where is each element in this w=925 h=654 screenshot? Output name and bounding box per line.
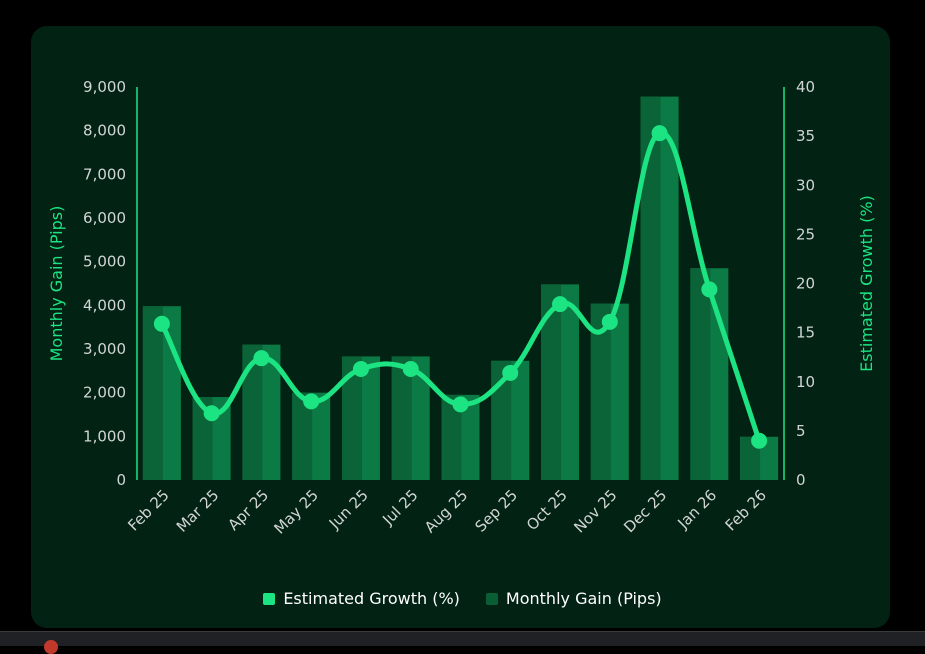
legend-label-growth: Estimated Growth (%) — [283, 589, 460, 608]
growth-point-5 — [402, 360, 419, 377]
bar-shade-6 — [441, 394, 462, 480]
y-right-tick-label: 20 — [796, 275, 815, 293]
growth-point-1 — [203, 405, 220, 422]
y-left-tick-label: 7,000 — [83, 165, 126, 183]
bar-shade-9 — [590, 303, 611, 480]
y-right-tick-label: 35 — [796, 127, 815, 145]
y-right-tick-label: 30 — [796, 176, 815, 194]
y-left-axis-title: Monthly Gain (Pips) — [47, 206, 66, 362]
bar-shade-11 — [690, 268, 711, 480]
x-tick-label: Feb 25 — [124, 486, 172, 534]
bar-shade-8 — [541, 284, 562, 480]
y-left-tick-label: 0 — [116, 471, 126, 489]
x-tick-label: Aug 25 — [421, 486, 471, 536]
y-left-tick-label: 9,000 — [83, 78, 126, 96]
x-tick-label: Jun 25 — [325, 486, 372, 533]
y-left-tick-label: 8,000 — [83, 122, 126, 140]
y-right-tick-label: 5 — [796, 422, 806, 440]
bar-shade-10 — [640, 96, 661, 481]
growth-point-3 — [303, 393, 320, 410]
legend-item-gain[interactable]: Monthly Gain (Pips) — [485, 589, 662, 608]
growth-point-10 — [651, 125, 668, 142]
legend-label-gain: Monthly Gain (Pips) — [505, 589, 662, 608]
y-right-axis-title: Estimated Growth (%) — [857, 195, 876, 372]
bar-shade-0 — [142, 306, 163, 480]
y-right-tick-label: 25 — [796, 225, 815, 243]
taskbar — [0, 631, 925, 646]
growth-point-0 — [153, 315, 170, 332]
y-right-tick-label: 15 — [796, 324, 815, 342]
chart-legend: Estimated Growth (%) Monthly Gain (Pips) — [0, 589, 925, 608]
legend-swatch-growth — [263, 592, 276, 605]
app-icon[interactable] — [44, 640, 58, 654]
x-tick-label: May 25 — [270, 486, 322, 538]
x-tick-label: Oct 25 — [523, 486, 571, 534]
x-tick-label: Apr 25 — [224, 486, 272, 534]
legend-swatch-gain — [485, 592, 498, 605]
growth-point-8 — [552, 296, 569, 313]
growth-point-7 — [502, 364, 519, 381]
growth-point-6 — [452, 396, 469, 413]
bar-shade-5 — [391, 356, 412, 480]
growth-point-11 — [701, 281, 718, 298]
x-tick-label: Jul 25 — [378, 486, 421, 529]
y-left-tick-label: 5,000 — [83, 253, 126, 271]
bar-shade-2 — [242, 344, 263, 480]
x-tick-label: Mar 25 — [173, 486, 223, 536]
bar-shade-3 — [292, 392, 313, 480]
growth-point-2 — [253, 350, 270, 367]
y-left-tick-label: 6,000 — [83, 209, 126, 227]
y-right-tick-label: 10 — [796, 373, 815, 391]
legend-item-growth[interactable]: Estimated Growth (%) — [263, 589, 460, 608]
x-tick-label: Nov 25 — [570, 486, 620, 536]
y-left-tick-label: 3,000 — [83, 340, 126, 358]
y-left-tick-label: 1,000 — [83, 427, 126, 445]
x-tick-label: Feb 26 — [722, 486, 770, 534]
x-tick-label: Jan 26 — [674, 486, 721, 533]
growth-point-9 — [601, 313, 618, 330]
y-left-tick-label: 4,000 — [83, 296, 126, 314]
bar-shade-4 — [341, 356, 362, 480]
growth-point-4 — [352, 360, 369, 377]
y-right-tick-label: 0 — [796, 471, 806, 489]
y-right-tick-label: 40 — [796, 78, 815, 96]
x-tick-label: Dec 25 — [620, 486, 670, 536]
x-tick-label: Sep 25 — [472, 486, 522, 536]
bar-shade-7 — [491, 360, 512, 480]
y-left-tick-label: 2,000 — [83, 384, 126, 402]
growth-point-12 — [751, 432, 768, 449]
